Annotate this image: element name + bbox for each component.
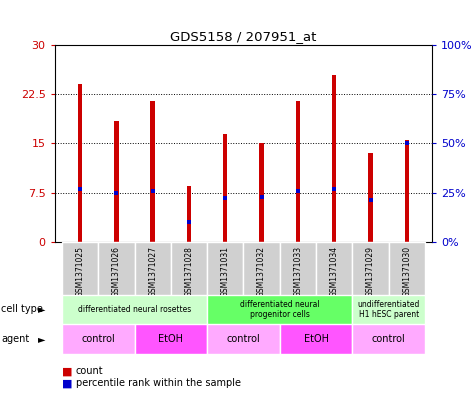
Bar: [296, 101, 300, 242]
Text: differentiated neural rosettes: differentiated neural rosettes: [78, 305, 191, 314]
Bar: [98, 242, 134, 295]
Bar: [134, 242, 171, 295]
Bar: [207, 242, 244, 295]
Text: ■: ■: [62, 366, 72, 376]
Bar: [207, 324, 280, 354]
Text: GSM1371033: GSM1371033: [294, 246, 303, 297]
Bar: [62, 295, 207, 324]
Text: EtOH: EtOH: [304, 334, 329, 344]
Bar: [62, 324, 134, 354]
Text: ►: ►: [38, 334, 46, 344]
Text: GSM1371031: GSM1371031: [221, 246, 230, 297]
Text: GSM1371027: GSM1371027: [148, 246, 157, 297]
Bar: [259, 143, 264, 242]
Text: ■: ■: [62, 378, 72, 388]
Text: control: control: [227, 334, 260, 344]
Text: percentile rank within the sample: percentile rank within the sample: [76, 378, 241, 388]
Title: GDS5158 / 207951_at: GDS5158 / 207951_at: [170, 29, 317, 42]
Text: cell type: cell type: [1, 305, 43, 314]
Text: agent: agent: [1, 334, 29, 344]
Text: GSM1371032: GSM1371032: [257, 246, 266, 297]
Bar: [134, 324, 207, 354]
Bar: [332, 75, 336, 242]
Text: GSM1371034: GSM1371034: [330, 246, 339, 297]
Bar: [171, 242, 207, 295]
Bar: [78, 84, 82, 242]
Bar: [405, 140, 409, 242]
Text: control: control: [81, 334, 115, 344]
Text: control: control: [372, 334, 406, 344]
Bar: [62, 242, 98, 295]
Bar: [389, 242, 425, 295]
Bar: [352, 242, 389, 295]
Bar: [187, 186, 191, 242]
Bar: [368, 153, 373, 242]
Bar: [114, 121, 119, 242]
Bar: [280, 242, 316, 295]
Text: count: count: [76, 366, 104, 376]
Bar: [316, 242, 352, 295]
Text: GSM1371029: GSM1371029: [366, 246, 375, 297]
Text: GSM1371028: GSM1371028: [184, 246, 193, 297]
Text: EtOH: EtOH: [158, 334, 183, 344]
Bar: [151, 101, 155, 242]
Text: ►: ►: [38, 305, 46, 314]
Text: undifferentiated
H1 hESC parent: undifferentiated H1 hESC parent: [358, 300, 420, 319]
Text: GSM1371026: GSM1371026: [112, 246, 121, 297]
Bar: [352, 295, 425, 324]
Bar: [244, 242, 280, 295]
Bar: [207, 295, 352, 324]
Text: GSM1371030: GSM1371030: [402, 246, 411, 297]
Bar: [280, 324, 352, 354]
Bar: [223, 134, 228, 242]
Text: differentiated neural
progenitor cells: differentiated neural progenitor cells: [240, 300, 320, 319]
Text: GSM1371025: GSM1371025: [76, 246, 85, 297]
Bar: [352, 324, 425, 354]
